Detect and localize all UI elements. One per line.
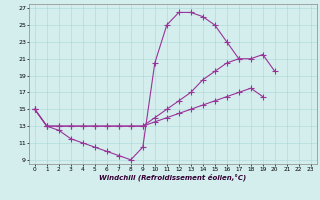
X-axis label: Windchill (Refroidissement éolien,°C): Windchill (Refroidissement éolien,°C) — [99, 173, 246, 181]
